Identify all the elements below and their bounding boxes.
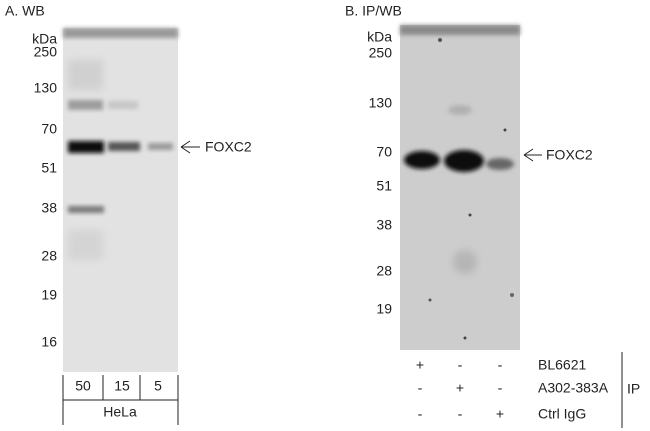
marker-a: 51 bbox=[41, 160, 57, 176]
marker-b: 130 bbox=[369, 95, 393, 111]
lane-table bbox=[62, 375, 179, 425]
marker-b: 250 bbox=[369, 45, 393, 61]
unit-b: kDa bbox=[367, 29, 392, 45]
marker-a: 250 bbox=[34, 44, 58, 60]
ip-sign: + bbox=[496, 406, 504, 422]
ip-sign: + bbox=[456, 380, 464, 396]
marker-b: 70 bbox=[376, 144, 392, 160]
target-a: FOXC2 bbox=[205, 139, 252, 155]
ip-sign: - bbox=[458, 406, 463, 422]
panel-b-title: B. IP/WB bbox=[345, 3, 402, 19]
panel-a-title: A. WB bbox=[5, 3, 45, 19]
target-b: FOXC2 bbox=[546, 147, 593, 163]
marker-a: 38 bbox=[41, 200, 57, 216]
ip-sign: - bbox=[458, 357, 463, 373]
marker-a: 130 bbox=[34, 80, 58, 96]
ip-sign: - bbox=[418, 380, 423, 396]
lane-load: 5 bbox=[154, 378, 162, 394]
ip-sign: - bbox=[418, 406, 423, 422]
lane-load: 50 bbox=[75, 378, 91, 394]
sample-label: HeLa bbox=[103, 404, 137, 420]
arrow-a bbox=[180, 140, 200, 154]
marker-b: 28 bbox=[376, 263, 392, 279]
marker-b: 38 bbox=[376, 217, 392, 233]
blot-b bbox=[400, 25, 520, 350]
ip-row-label: BL6621 bbox=[538, 357, 586, 373]
ip-sign: - bbox=[498, 380, 503, 396]
unit-a: kDa bbox=[32, 31, 57, 47]
ip-row-label: A302-383A bbox=[538, 380, 609, 396]
ip-row-label: Ctrl IgG bbox=[538, 406, 586, 422]
marker-a: 16 bbox=[41, 334, 57, 350]
marker-a: 70 bbox=[41, 121, 57, 137]
lane-load: 15 bbox=[114, 378, 130, 394]
ip-sign: - bbox=[498, 357, 503, 373]
arrow-b bbox=[523, 148, 542, 162]
marker-b: 51 bbox=[376, 178, 392, 194]
marker-a: 19 bbox=[41, 287, 57, 303]
marker-a: 28 bbox=[41, 248, 57, 264]
ip-label: IP bbox=[627, 381, 640, 397]
ip-sign: + bbox=[416, 357, 424, 373]
blot-a bbox=[63, 28, 178, 372]
marker-b: 19 bbox=[376, 301, 392, 317]
